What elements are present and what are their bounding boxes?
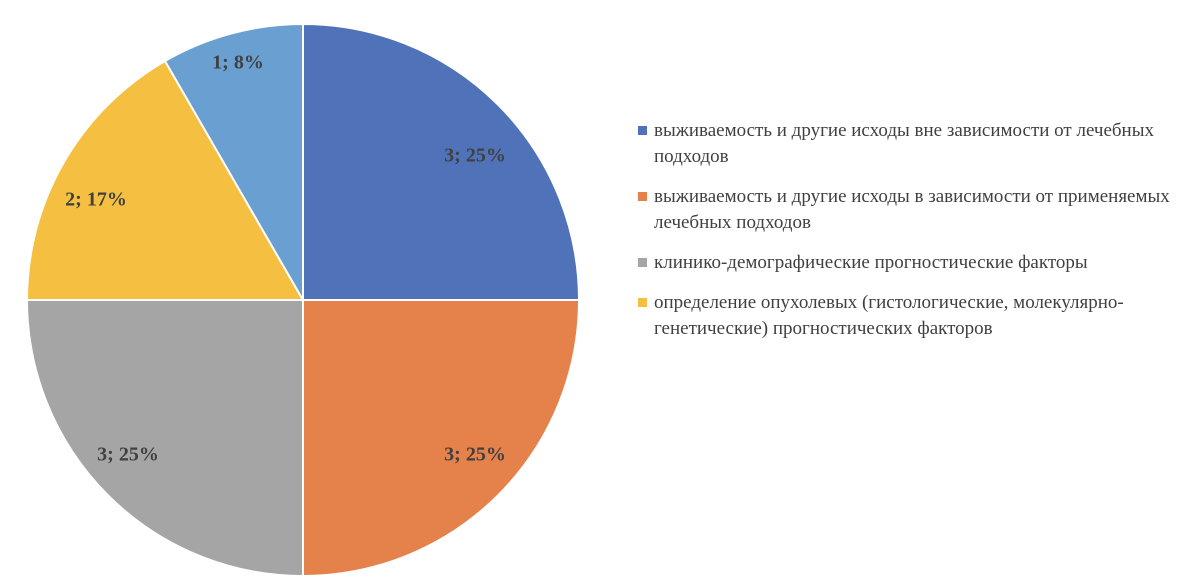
legend-item: выживаемость и другие исходы в зависимос… <box>638 184 1178 236</box>
legend-label: выживаемость и другие исходы вне зависим… <box>654 120 1154 167</box>
pie-slice <box>163 22 304 304</box>
pie-data-label: 3; 25% <box>97 444 159 466</box>
pie-data-label: 3; 25% <box>444 444 506 466</box>
legend-swatch <box>638 298 647 307</box>
legend-label: клинико-демографические прогностические … <box>654 252 1088 273</box>
pie-slices <box>25 22 581 578</box>
legend-item: выживаемость и другие исходы вне зависим… <box>638 118 1178 170</box>
pie-slice <box>25 299 304 578</box>
pie-data-label: 2; 17% <box>65 189 127 211</box>
pie-data-label: 1; 8% <box>212 52 264 74</box>
legend-item: определение опухолевых (гистологические,… <box>638 290 1178 342</box>
legend-swatch <box>638 126 647 135</box>
chart-legend: выживаемость и другие исходы вне зависим… <box>638 118 1178 356</box>
pie-data-labels: 3; 25% 3; 25% 3; 25% 2; 17% 1; 8% <box>65 52 506 466</box>
pie-chart-plot: 3; 25% 3; 25% 3; 25% 2; 17% 1; 8% <box>25 22 581 578</box>
legend-swatch <box>638 192 647 201</box>
legend-label: выживаемость и другие исходы в зависимос… <box>654 186 1170 233</box>
pie-data-label: 3; 25% <box>444 145 506 167</box>
legend-item: клинико-демографические прогностические … <box>638 250 1178 276</box>
legend-swatch <box>638 258 647 267</box>
pie-slice <box>25 59 305 301</box>
pie-slice <box>302 299 581 578</box>
pie-slice <box>302 22 581 301</box>
legend-label: определение опухолевых (гистологические,… <box>654 292 1124 339</box>
